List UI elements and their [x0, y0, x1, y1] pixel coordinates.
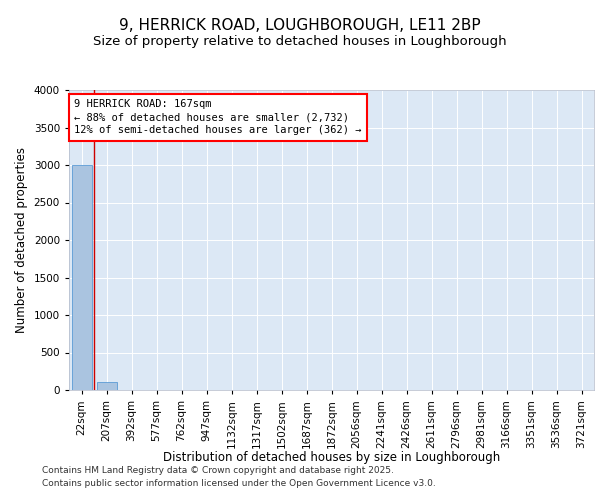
X-axis label: Distribution of detached houses by size in Loughborough: Distribution of detached houses by size … [163, 450, 500, 464]
Text: 9, HERRICK ROAD, LOUGHBOROUGH, LE11 2BP: 9, HERRICK ROAD, LOUGHBOROUGH, LE11 2BP [119, 18, 481, 32]
Text: Contains HM Land Registry data © Crown copyright and database right 2025.: Contains HM Land Registry data © Crown c… [42, 466, 394, 475]
Bar [97, 382, 116, 390]
Y-axis label: Number of detached properties: Number of detached properties [15, 147, 28, 333]
Text: 9 HERRICK ROAD: 167sqm
← 88% of detached houses are smaller (2,732)
12% of semi-: 9 HERRICK ROAD: 167sqm ← 88% of detached… [74, 99, 362, 136]
Bar [71, 165, 91, 390]
Text: Contains public sector information licensed under the Open Government Licence v3: Contains public sector information licen… [42, 478, 436, 488]
Text: Size of property relative to detached houses in Loughborough: Size of property relative to detached ho… [93, 35, 507, 48]
